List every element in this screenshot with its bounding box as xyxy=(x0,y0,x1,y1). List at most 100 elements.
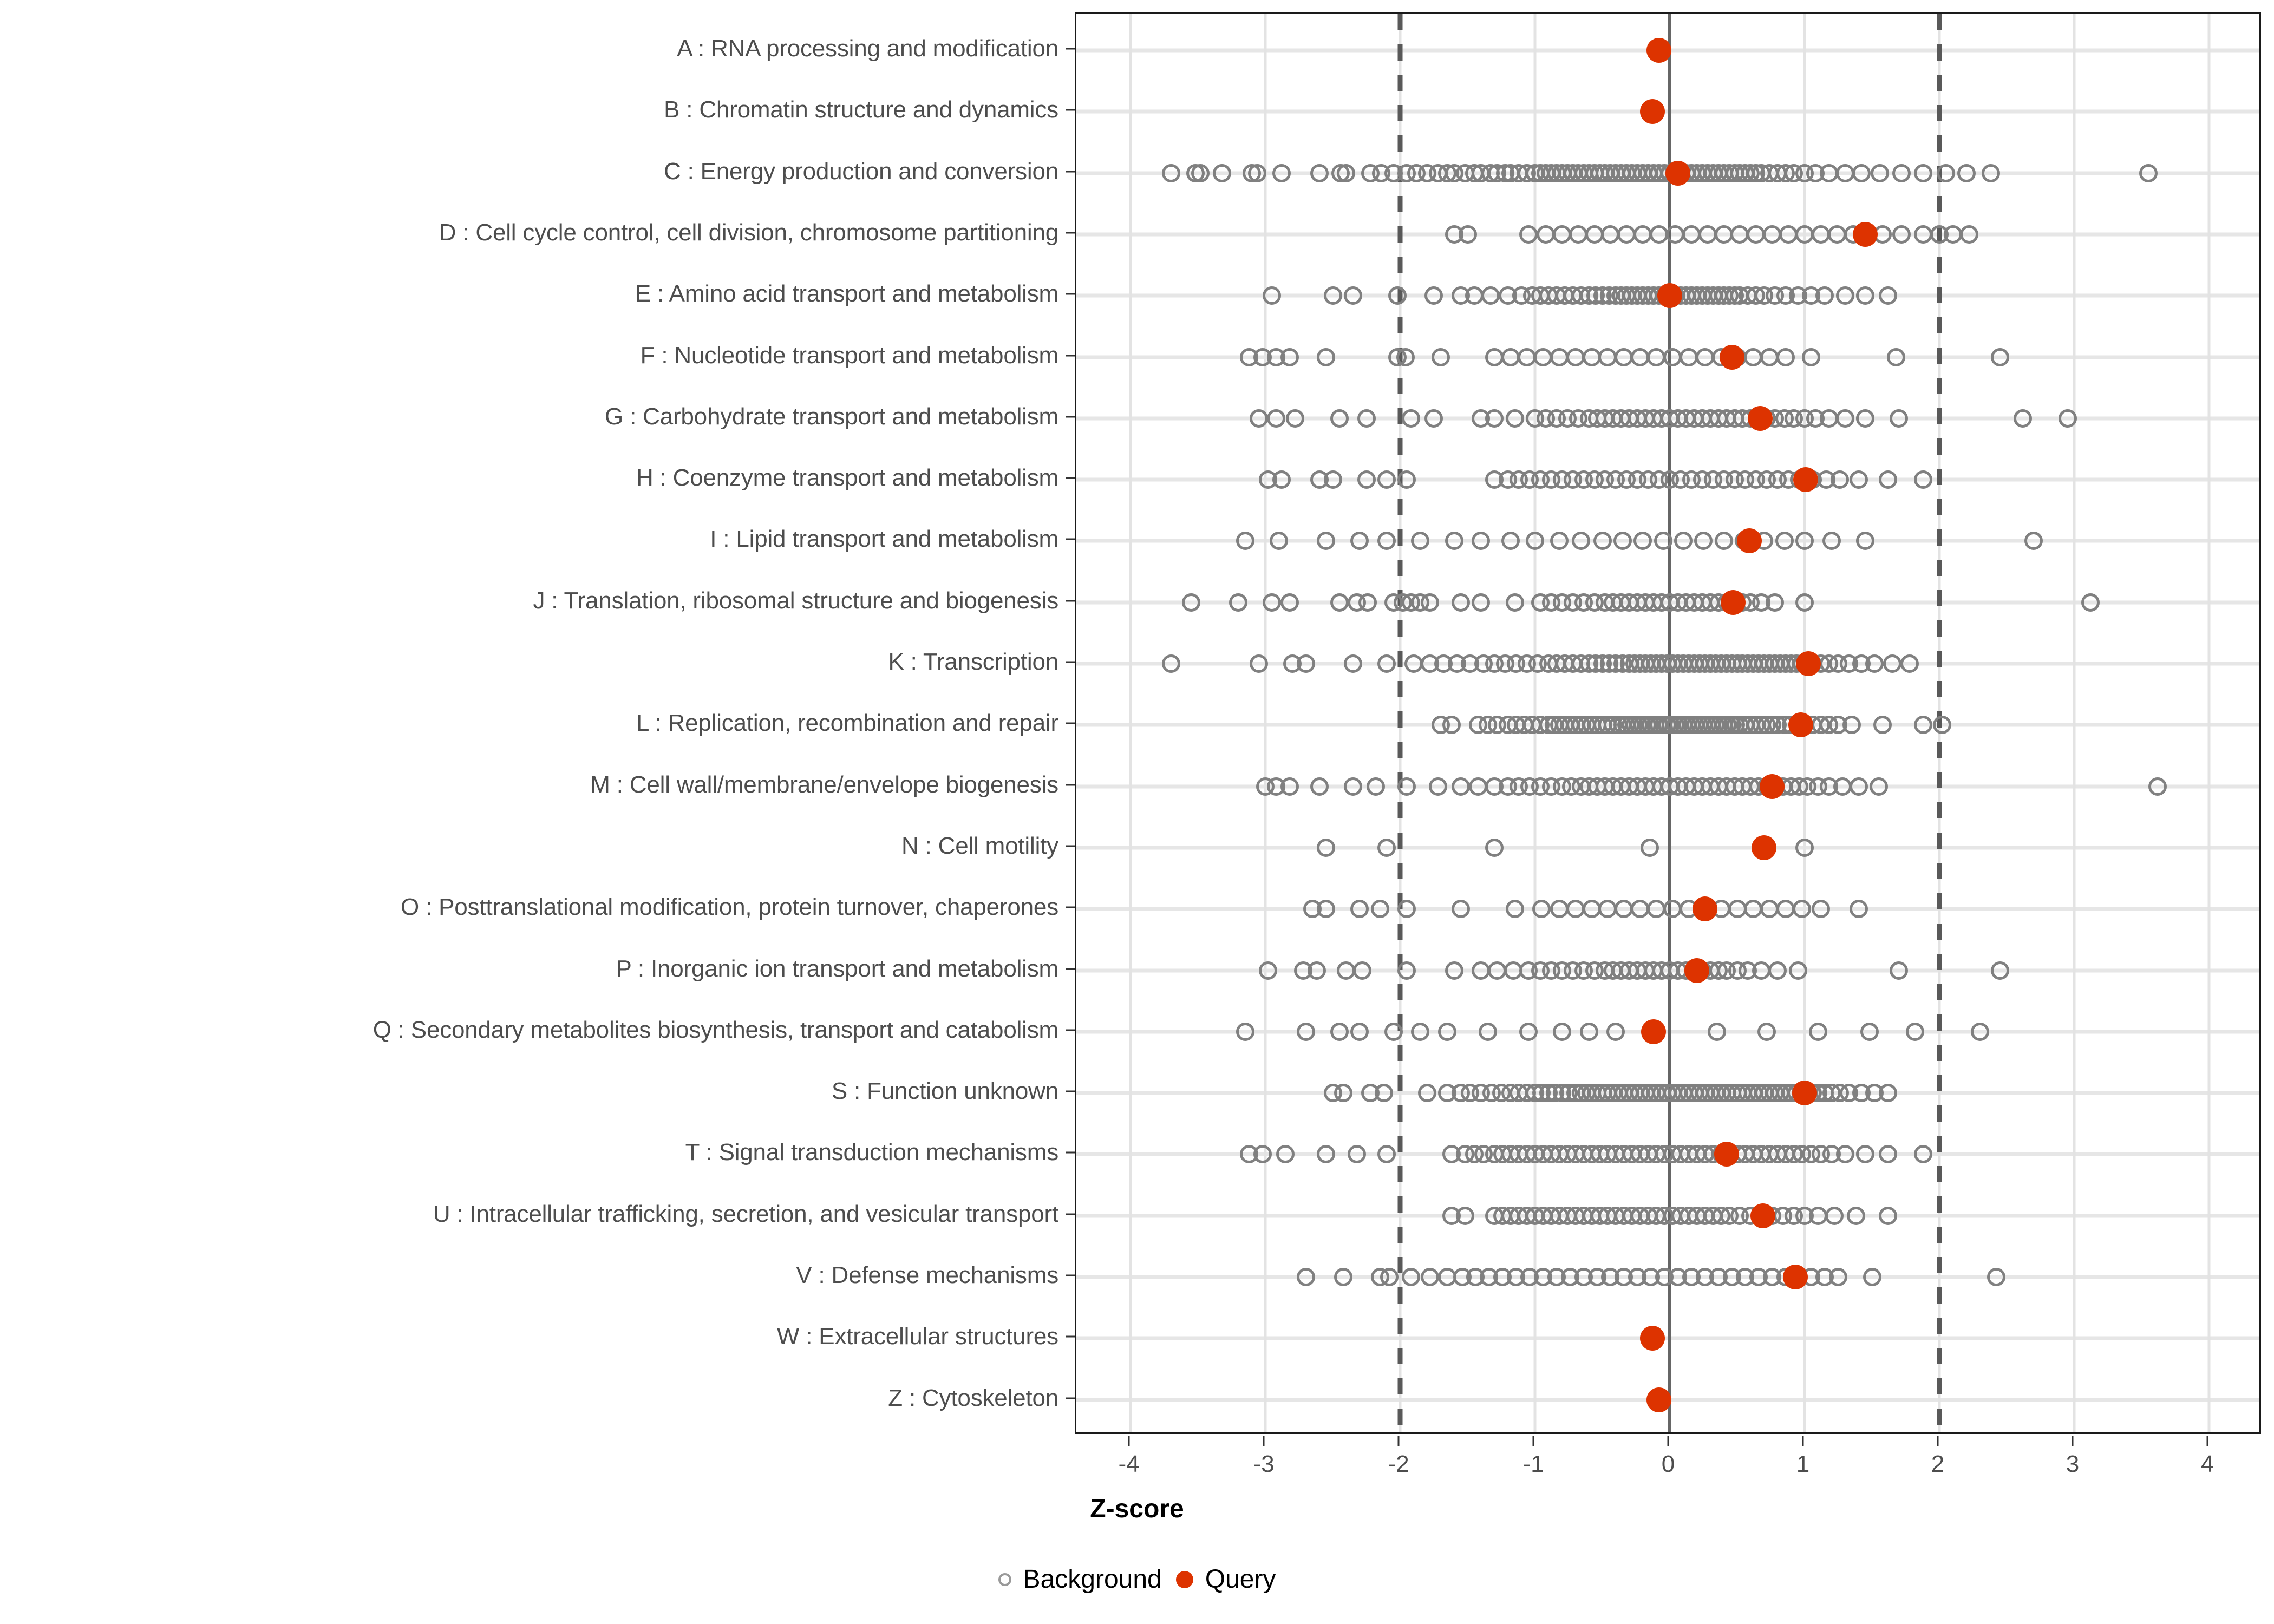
background-point xyxy=(1505,409,1524,428)
background-point xyxy=(1829,1268,1848,1286)
background-point xyxy=(1860,1022,1879,1041)
chart-legend: Background Query xyxy=(0,1564,2274,1594)
y-axis-label-d: D : Cell cycle control, cell division, c… xyxy=(439,219,1058,246)
background-point xyxy=(1987,1268,2005,1286)
x-axis-tick-label: 1 xyxy=(1796,1451,1810,1477)
background-point xyxy=(1937,163,1956,182)
background-point xyxy=(1357,409,1376,428)
legend-label: Query xyxy=(1205,1565,1276,1594)
background-point xyxy=(1370,900,1389,919)
background-point xyxy=(1779,225,1798,244)
y-axis-tick-s xyxy=(1066,1090,1075,1092)
background-point xyxy=(1375,1084,1394,1103)
background-point xyxy=(1914,470,1933,489)
plot-panel xyxy=(1075,12,2261,1434)
background-point xyxy=(1307,961,1326,980)
y-axis-label-p: P : Inorganic ion transport and metaboli… xyxy=(616,955,1059,982)
background-point xyxy=(1330,593,1349,612)
background-point xyxy=(1505,900,1524,919)
y-axis-tick-c xyxy=(1066,171,1075,173)
background-point xyxy=(1269,532,1288,551)
background-point xyxy=(1633,532,1652,551)
background-point xyxy=(1401,409,1420,428)
y-axis-tick-f xyxy=(1066,355,1075,356)
y-axis-tick-a xyxy=(1066,48,1075,50)
horizontal-gridline xyxy=(1076,1336,2259,1340)
background-point xyxy=(1458,225,1477,244)
query-point-m xyxy=(1760,774,1785,799)
background-point xyxy=(1229,593,1248,612)
background-point xyxy=(1879,1084,1898,1103)
background-point xyxy=(1401,1268,1420,1286)
background-point xyxy=(1485,409,1504,428)
background-point xyxy=(1330,1022,1349,1041)
background-point xyxy=(1420,1268,1439,1286)
y-axis-tick-z xyxy=(1066,1397,1075,1399)
y-axis-label-a: A : RNA processing and modification xyxy=(677,35,1058,62)
background-point xyxy=(1835,286,1854,305)
background-point xyxy=(1991,961,2010,980)
background-point xyxy=(1411,532,1430,551)
background-point xyxy=(1808,1022,1827,1041)
background-point xyxy=(1397,777,1416,796)
background-point xyxy=(1377,1145,1396,1164)
background-point xyxy=(1353,961,1372,980)
background-point xyxy=(1914,1145,1933,1164)
background-point xyxy=(1552,1022,1571,1041)
background-point xyxy=(1849,900,1868,919)
background-point xyxy=(2024,532,2043,551)
open-circle-icon xyxy=(998,1573,1011,1586)
background-point xyxy=(1296,1268,1315,1286)
background-point xyxy=(1310,163,1329,182)
background-point xyxy=(1776,348,1795,366)
x-axis-tick-label: -2 xyxy=(1388,1451,1409,1477)
background-point xyxy=(1377,838,1396,857)
background-point xyxy=(1272,470,1291,489)
background-point xyxy=(1571,532,1590,551)
background-point xyxy=(1835,409,1854,428)
background-point xyxy=(1263,286,1282,305)
background-point xyxy=(2081,593,2100,612)
background-point xyxy=(1532,900,1551,919)
background-point xyxy=(1377,470,1396,489)
y-axis-tick-e xyxy=(1066,293,1075,295)
background-point xyxy=(1350,900,1369,919)
filled-circle-icon xyxy=(1175,1570,1193,1588)
background-point xyxy=(1285,409,1304,428)
background-point xyxy=(1776,900,1795,919)
background-point xyxy=(1367,777,1386,796)
reference-line-dashed-neg2 xyxy=(1397,14,1403,1432)
background-point xyxy=(1380,1268,1399,1286)
background-point xyxy=(1455,1206,1474,1225)
query-point-b xyxy=(1639,99,1665,125)
background-point xyxy=(1377,654,1396,673)
background-point xyxy=(1613,532,1632,551)
background-point xyxy=(1914,163,1933,182)
legend-item-query[interactable]: Query xyxy=(1175,1564,1276,1594)
background-point xyxy=(1384,1022,1403,1041)
horizontal-gridline xyxy=(1076,1030,2259,1034)
background-point xyxy=(1323,470,1342,489)
background-point xyxy=(1377,532,1396,551)
background-point xyxy=(1236,532,1254,551)
y-axis-label-j: J : Translation, ribosomal structure and… xyxy=(533,587,1058,614)
background-point xyxy=(1343,777,1362,796)
x-axis-tick-label: 4 xyxy=(2200,1451,2214,1477)
background-point xyxy=(1550,532,1569,551)
background-point xyxy=(1914,225,1933,244)
background-point xyxy=(1873,716,1892,735)
background-point xyxy=(1330,409,1349,428)
background-point xyxy=(1865,654,1884,673)
background-point xyxy=(1258,961,1277,980)
background-point xyxy=(1863,1268,1881,1286)
background-point xyxy=(1788,961,1807,980)
x-axis-title: Z-score xyxy=(1090,1495,1184,1523)
background-point xyxy=(1793,900,1812,919)
background-point xyxy=(1397,470,1416,489)
x-axis-tick xyxy=(1802,1436,1804,1446)
background-point xyxy=(1272,163,1291,182)
query-point-n xyxy=(1752,835,1777,860)
background-point xyxy=(1478,1022,1497,1041)
legend-item-background[interactable]: Background xyxy=(998,1564,1162,1594)
